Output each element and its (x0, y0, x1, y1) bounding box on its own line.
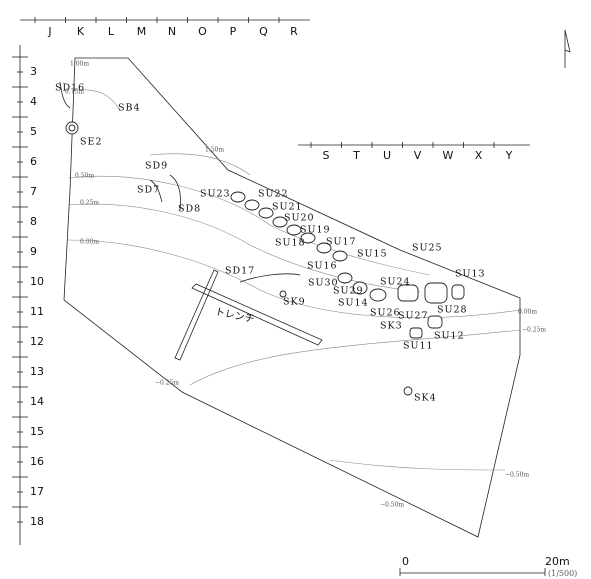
pit (259, 208, 273, 218)
row-label: 16 (30, 455, 44, 468)
feature-label: SU21 (272, 202, 303, 213)
trench (175, 270, 218, 360)
contour-label: 0.50m (75, 173, 94, 180)
feature-label: SU17 (326, 237, 357, 248)
contour-label: 1.00m (70, 61, 89, 68)
feature-label: SK9 (283, 297, 306, 308)
feature-label: SU28 (437, 305, 468, 316)
scale-start: 0 (402, 555, 409, 568)
contour-label: −0.50m (505, 472, 529, 479)
row-label: 12 (30, 335, 44, 348)
scale-ratio: (1/500) (548, 569, 577, 578)
contour-label: 1.50m (205, 147, 224, 154)
feature-label: SD8 (178, 204, 201, 215)
feature-label: SB4 (118, 103, 141, 114)
scale-end: 20m (545, 555, 570, 568)
column-label: J (47, 25, 51, 38)
feature-label: SU14 (338, 298, 369, 309)
row-label: 10 (30, 275, 44, 288)
feature-label: SD17 (225, 266, 255, 277)
feature-label: SU24 (380, 277, 411, 288)
row-label: 9 (30, 245, 37, 258)
column-label: L (108, 25, 115, 38)
contour (68, 176, 430, 275)
feature-label: SU11 (403, 341, 434, 352)
contour (330, 460, 505, 470)
column-label: R (290, 25, 298, 38)
feature-label: SE2 (80, 137, 103, 148)
contour-label: −0.50m (380, 502, 404, 509)
grid-axes: J K L M N O P Q R 3 4 5 6 7 8 9 10 11 12 13 14 15 16 17 18 S T U V W X… (12, 17, 530, 545)
feature-label: SD7 (137, 185, 160, 196)
row-label: 17 (30, 485, 44, 498)
trench (192, 284, 322, 345)
feature-label: SU16 (307, 261, 338, 272)
feature-label: SU25 (412, 243, 443, 254)
column-label: P (230, 25, 237, 38)
pit (287, 225, 301, 235)
pit (333, 251, 347, 261)
row-label: 13 (30, 365, 44, 378)
contour-label: −0.25m (522, 327, 546, 334)
row-label: 11 (30, 305, 44, 318)
contour-label: 0.00m (518, 309, 537, 316)
scale-bar: 0 20m (1/500) (400, 555, 577, 578)
contour-label: 0.25m (80, 200, 99, 207)
feature-label: SU18 (275, 238, 306, 249)
feature-label: SU12 (434, 331, 465, 342)
row-label: 15 (30, 425, 44, 438)
row-label: 6 (30, 155, 37, 168)
contour (190, 330, 520, 385)
pit (452, 285, 464, 299)
pit (428, 316, 442, 328)
feature-label: SU23 (200, 189, 231, 200)
feature-label: SD9 (145, 161, 168, 172)
pit (410, 328, 422, 338)
column-label: O (198, 25, 207, 38)
feature-label: SK4 (414, 393, 437, 404)
feature-label: SK3 (380, 321, 403, 332)
pit (404, 387, 412, 395)
column-label: U (383, 149, 391, 162)
pit (425, 283, 447, 303)
column-label: M (137, 25, 147, 38)
row-label: 3 (30, 65, 37, 78)
pit (245, 200, 259, 210)
trench-label: トレンチ (214, 306, 256, 326)
row-label: 7 (30, 185, 37, 198)
column-label: W (443, 149, 454, 162)
feature-label: SU20 (284, 213, 315, 224)
feature-label: SU15 (357, 249, 388, 260)
column-label: V (414, 149, 422, 162)
feature-label: SU13 (455, 269, 486, 280)
contour-label: −0.25m (155, 380, 179, 387)
row-label: 18 (30, 515, 44, 528)
pit (231, 192, 245, 202)
pit (338, 273, 352, 283)
row-label: 8 (30, 215, 37, 228)
row-label: 14 (30, 395, 44, 408)
column-label: K (77, 25, 85, 38)
feature-label: SU29 (333, 286, 364, 297)
row-label: 4 (30, 95, 37, 108)
pit (69, 125, 75, 131)
contour-label: 0.00m (80, 239, 99, 246)
pit (370, 289, 386, 301)
north-arrow (565, 30, 570, 68)
feature-label: SU19 (300, 225, 331, 236)
site-map: 0 20m (1/500) トレンチ 1.00m 0.75m 1.50m 0.5… (0, 0, 591, 579)
feature-label: SU22 (258, 189, 289, 200)
column-label: Y (505, 149, 513, 162)
row-label: 5 (30, 125, 37, 138)
column-label: Q (259, 25, 268, 38)
column-label: N (168, 25, 176, 38)
feature-label: SU26 (370, 308, 401, 319)
column-label: T (352, 149, 360, 162)
column-label: S (323, 149, 330, 162)
feature-label: SD16 (55, 83, 85, 94)
column-label: X (475, 149, 483, 162)
